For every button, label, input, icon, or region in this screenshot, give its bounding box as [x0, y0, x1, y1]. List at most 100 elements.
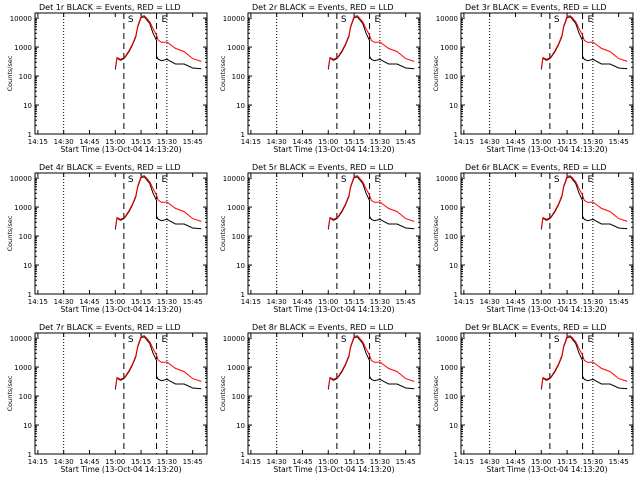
y-tick-label: 1	[241, 291, 245, 299]
x-tick-label: 15:30	[583, 138, 603, 146]
events-series-line	[327, 176, 415, 230]
x-axis-label: Start Time (13-Oct-04 14:13:20)	[273, 145, 394, 154]
events-series-line	[540, 16, 628, 70]
y-tick-label: 10	[23, 262, 32, 270]
x-tick-label: 15:45	[183, 138, 203, 146]
y-tick-label: 10000	[223, 15, 245, 23]
x-tick-label: 14:45	[505, 298, 525, 306]
x-tick-label: 15:00	[105, 138, 125, 146]
plot-frame	[247, 12, 421, 135]
chart-title: Det 3r BLACK = Events, RED = LLD	[465, 3, 607, 12]
y-tick-label: 100	[19, 393, 32, 401]
chart-title: Det 5r BLACK = Events, RED = LLD	[252, 163, 394, 172]
y-tick-label: 10000	[223, 335, 245, 343]
plot-area	[276, 333, 415, 454]
x-tick-label: 14:15	[241, 138, 261, 146]
events-series-line	[114, 176, 202, 230]
x-tick-label: 15:30	[583, 458, 603, 466]
x-tick-label: 14:45	[292, 138, 312, 146]
x-tick-label: 15:45	[396, 138, 416, 146]
x-tick-label: 15:15	[131, 458, 151, 466]
x-tick-label: 15:30	[370, 138, 390, 146]
x-tick-label: 14:30	[267, 458, 287, 466]
x-axis-label: Start Time (13-Oct-04 14:13:20)	[273, 305, 394, 314]
y-tick-label: 1000	[14, 364, 32, 372]
x-tick-label: 14:30	[480, 458, 500, 466]
y-tick-label: 10000	[436, 15, 458, 23]
lld-series-line	[540, 15, 628, 69]
chart-title: Det 4r BLACK = Events, RED = LLD	[39, 163, 181, 172]
plot-area	[489, 333, 628, 454]
y-axis-label: Counts/sec	[432, 375, 440, 411]
end-marker: E	[162, 15, 168, 25]
lld-series-line	[114, 175, 202, 229]
y-tick-label: 1	[454, 131, 458, 139]
x-tick-label: 14:45	[505, 138, 525, 146]
y-tick-label: 100	[19, 233, 32, 241]
y-tick-label: 1000	[227, 204, 245, 212]
y-axis-label: Counts/sec	[219, 55, 227, 91]
y-tick-label: 1	[28, 451, 32, 459]
y-tick-label: 1000	[14, 204, 32, 212]
y-tick-label: 1	[454, 451, 458, 459]
x-tick-label: 15:45	[396, 458, 416, 466]
x-tick-label: 14:45	[79, 138, 99, 146]
y-tick-label: 100	[232, 233, 245, 241]
chart-title: Det 7r BLACK = Events, RED = LLD	[39, 323, 181, 332]
chart-panel-8: Det 8r BLACK = Events, RED = LLD 1 10 100 10…	[219, 323, 421, 474]
x-tick-label: 15:15	[557, 458, 577, 466]
x-tick-label: 14:30	[54, 458, 74, 466]
x-tick-label: 14:30	[267, 298, 287, 306]
y-tick-label: 100	[19, 73, 32, 81]
chart-panel-6: Det 6r BLACK = Events, RED = LLD 1 10 100 10…	[432, 163, 634, 314]
y-tick-label: 1000	[440, 364, 458, 372]
chart-panel-7: Det 7r BLACK = Events, RED = LLD 1 10 100 10…	[6, 323, 208, 474]
x-tick-label: 14:15	[454, 298, 474, 306]
y-tick-label: 1	[241, 451, 245, 459]
y-tick-label: 10	[449, 262, 458, 270]
plot-frame	[460, 12, 634, 135]
chart-title: Det 9r BLACK = Events, RED = LLD	[465, 323, 607, 332]
x-tick-label: 14:45	[79, 298, 99, 306]
x-tick-label: 15:15	[344, 458, 364, 466]
x-tick-label: 15:00	[105, 298, 125, 306]
chart-title: Det 8r BLACK = Events, RED = LLD	[252, 323, 394, 332]
x-tick-label: 15:15	[131, 138, 151, 146]
x-tick-label: 15:30	[370, 298, 390, 306]
start-marker: S	[554, 335, 560, 345]
chart-panel-9: Det 9r BLACK = Events, RED = LLD 1 10 100 10…	[432, 323, 634, 474]
x-axis-label: Start Time (13-Oct-04 14:13:20)	[60, 305, 181, 314]
y-tick-label: 10	[23, 102, 32, 110]
y-tick-label: 10000	[10, 175, 32, 183]
chart-panel-2: Det 2r BLACK = Events, RED = LLD 1 10 100 10…	[219, 3, 421, 154]
y-tick-label: 1000	[14, 44, 32, 52]
y-tick-label: 1000	[227, 364, 245, 372]
x-tick-label: 14:45	[79, 458, 99, 466]
end-marker: E	[162, 335, 168, 345]
plot-area	[489, 173, 628, 294]
y-tick-label: 1000	[440, 44, 458, 52]
x-tick-label: 15:00	[318, 458, 338, 466]
chart-panel-3: Det 3r BLACK = Events, RED = LLD 1 10 100 10…	[432, 3, 634, 154]
x-tick-label: 15:15	[344, 138, 364, 146]
y-tick-label: 10000	[223, 175, 245, 183]
events-series-line	[540, 336, 628, 390]
y-axis-label: Counts/sec	[219, 375, 227, 411]
x-tick-label: 15:00	[318, 298, 338, 306]
lld-series-line	[114, 335, 202, 389]
start-marker: S	[341, 15, 347, 25]
plot-frame	[34, 332, 208, 455]
lld-series-line	[114, 15, 202, 69]
x-tick-label: 14:45	[505, 458, 525, 466]
x-tick-label: 15:30	[583, 298, 603, 306]
plot-area	[63, 173, 202, 294]
x-tick-label: 15:00	[531, 458, 551, 466]
x-tick-label: 15:30	[157, 458, 177, 466]
events-series-line	[327, 16, 415, 70]
plot-frame	[247, 172, 421, 295]
x-tick-label: 15:00	[105, 458, 125, 466]
plot-area	[63, 333, 202, 454]
y-axis-label: Counts/sec	[432, 215, 440, 251]
y-tick-label: 10	[236, 422, 245, 430]
